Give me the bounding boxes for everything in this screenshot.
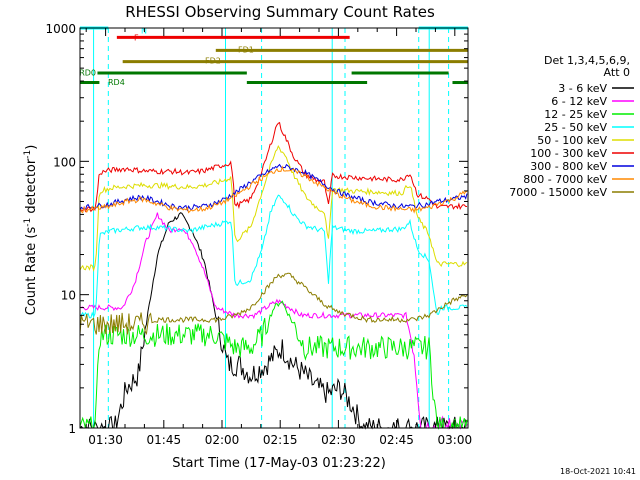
legend-label-0: 3 - 6 keV: [558, 82, 607, 95]
legend-label-4: 50 - 100 keV: [537, 134, 607, 147]
annotation-fd1: FD1: [238, 45, 254, 54]
x-tick-label: 02:45: [379, 433, 414, 447]
legend-label-6: 300 - 800 keV: [530, 160, 607, 173]
y-tick-label: 1000: [45, 22, 76, 36]
x-axis-label: Start Time (17-May-03 01:23:22): [172, 456, 386, 471]
series-line-7: [79, 165, 468, 214]
x-tick-label: 01:45: [147, 433, 182, 447]
series-layer: [79, 121, 468, 430]
y-axis-label-mid: detector: [24, 158, 39, 218]
series-line-2: [79, 300, 468, 430]
flag-bars: NFFD1FD2RD0RD4: [79, 26, 468, 87]
y-axis-label-sup1: -1: [23, 218, 33, 227]
x-tick-label: 01:30: [88, 433, 123, 447]
legend-label-5: 100 - 300 keV: [530, 147, 607, 160]
y-axis-label-main: Count Rate (s: [24, 227, 39, 316]
y-axis-label: Count Rate (s-1 detector-1): [23, 145, 39, 316]
legend-header-0: Det 1,3,4,5,6,9,: [544, 54, 630, 67]
y-tick-label: 10: [61, 289, 76, 303]
annotation-fd2: FD2: [205, 57, 221, 66]
y-axis-label-sup2: -1: [23, 150, 33, 159]
legend-label-2: 12 - 25 keV: [544, 108, 607, 121]
series-line-1: [80, 212, 468, 430]
y-axis-label-end: ): [24, 145, 39, 150]
y-tick-label: 1: [68, 422, 76, 436]
chart-title: RHESSI Observing Summary Count Rates: [125, 3, 435, 21]
legend-label-1: 6 - 12 keV: [551, 95, 607, 108]
plot-area: [93, 28, 450, 428]
x-tick-label: 02:30: [321, 433, 356, 447]
x-tick-label: 02:00: [205, 433, 240, 447]
annotation-rd4: RD4: [108, 78, 125, 87]
axes: 01:30 01:45 02:00 02:15 02:30 02:45 03:00 1 10 10…: [45, 22, 472, 447]
x-tick-label: 02:15: [263, 433, 298, 447]
y-tick-label: 100: [53, 155, 76, 169]
footer-date: 18-Oct-2021 10:41: [560, 467, 636, 476]
annotation-rd0: RD0: [79, 68, 96, 77]
annotation-f: F: [134, 33, 139, 42]
legend-label-8: 7000 - 15000 keV: [509, 186, 607, 199]
series-line-3: [79, 194, 468, 319]
legend-label-3: 25 - 50 keV: [544, 121, 607, 134]
series-line-8: [79, 272, 468, 336]
legend-header-1: Att 0: [604, 66, 630, 79]
series-line-4: [79, 144, 468, 272]
plot-frame: [79, 27, 469, 429]
x-tick-label: 03:00: [438, 433, 473, 447]
series-line-5: [79, 121, 467, 213]
legend-label-7: 800 - 7000 keV: [523, 173, 607, 186]
